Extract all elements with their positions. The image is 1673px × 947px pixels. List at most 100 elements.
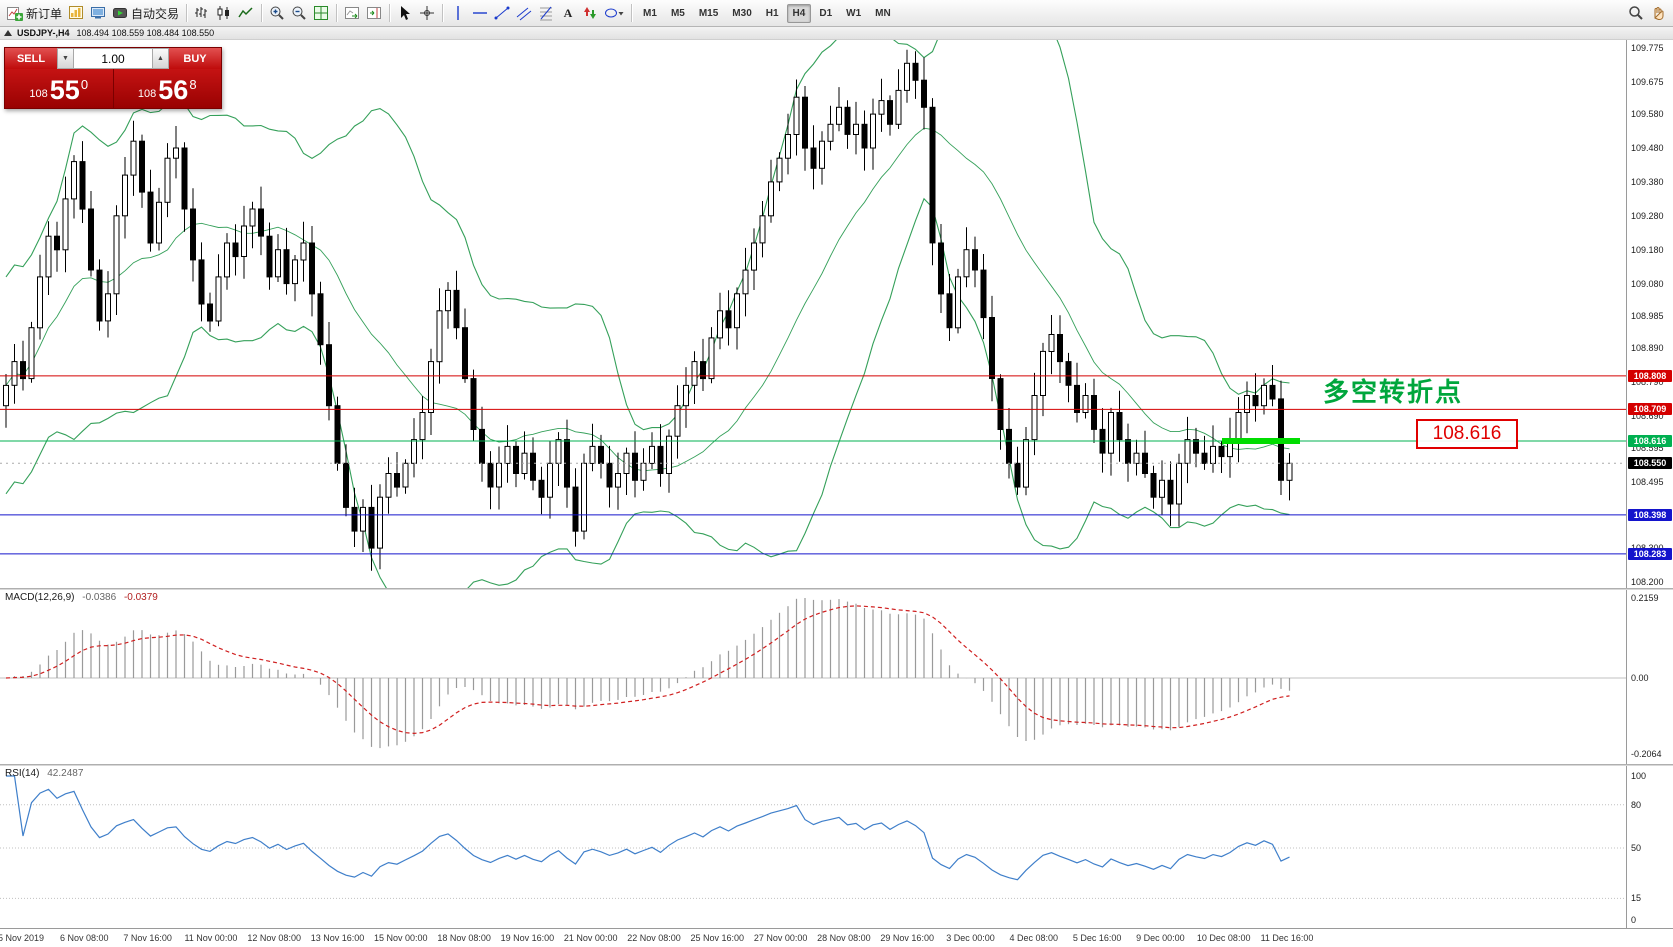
timeframe-h4-button[interactable]: H4	[786, 3, 812, 23]
level-price-badge: 108.616	[1628, 434, 1672, 447]
zoom-out-button[interactable]	[288, 2, 310, 24]
trendline-button[interactable]	[491, 2, 513, 24]
new-chart-button[interactable]	[65, 2, 87, 24]
rsi-scale-label: 50	[1631, 843, 1642, 853]
time-axis-label: 18 Nov 08:00	[437, 933, 491, 943]
macd-scale-label: 0.2159	[1631, 593, 1659, 603]
macd-main-value: -0.0386	[82, 592, 117, 603]
price-chart-pane[interactable]: SELL ▼ ▲ BUY 108 55 0 108 56 8 多空转折点 108…	[0, 40, 1626, 588]
text-label-button[interactable]: A	[557, 2, 579, 24]
rsi-scale-label: 15	[1631, 893, 1642, 904]
crosshair-button[interactable]	[416, 2, 438, 24]
line-chart-button[interactable]	[235, 2, 257, 24]
macd-scale-label: -0.2064	[1631, 749, 1662, 760]
macd-histogram	[13, 598, 1291, 749]
equidistant-channel-button[interactable]	[513, 2, 535, 24]
search-button[interactable]	[1625, 2, 1647, 24]
macd-pane[interactable]: MACD(12,26,9) -0.0386 -0.0379	[0, 590, 1626, 764]
grab-button[interactable]	[1647, 2, 1669, 24]
volume-increase-button[interactable]: ▲	[152, 48, 169, 69]
timeframe-m30-button[interactable]: M30	[732, 7, 752, 19]
auto-scroll-button[interactable]	[341, 2, 363, 24]
new-order-button[interactable]: 新订单	[4, 2, 65, 24]
rsi-scale-label: 80	[1631, 799, 1642, 810]
toolbar-separator	[442, 4, 444, 22]
current-price-badge: 108.550	[1628, 457, 1672, 470]
price-scale-label: 109.580	[1631, 109, 1664, 120]
shapes-button[interactable]	[601, 2, 627, 24]
new-order-icon	[7, 5, 23, 21]
pane-divider-macd[interactable]	[0, 588, 1673, 590]
arrow-objects-button[interactable]	[579, 2, 601, 24]
chart-title-bar: USDJPY-,H4 108.494 108.559 108.484 108.5…	[0, 27, 1673, 40]
turning-point-annotation: 多空转折点	[1323, 377, 1464, 407]
time-axis-label: 25 Nov 16:00	[690, 933, 745, 943]
price-scale-label: 109.675	[1631, 76, 1664, 87]
fibonacci-button[interactable]	[535, 2, 557, 24]
price-scale-label: 108.595	[1631, 443, 1664, 454]
macd-svg	[0, 598, 1626, 749]
collapse-chart-icon[interactable]	[4, 30, 12, 36]
text-icon: A	[560, 5, 576, 21]
time-axis-label: 3 Dec 00:00	[946, 933, 995, 943]
profiles-button[interactable]	[87, 2, 109, 24]
buy-button[interactable]: BUY	[169, 48, 221, 69]
main-toolbar: 新订单 自动交易 A M1 M5 M15 M30 H1 H4 D1 W1 MN	[0, 0, 1673, 27]
timeframe-m5-button[interactable]: M5	[670, 7, 685, 19]
timeframe-mn-button[interactable]: MN	[875, 7, 891, 19]
price-scale-label: 109.280	[1631, 210, 1664, 221]
autotrading-button[interactable]: 自动交易	[109, 2, 182, 24]
price-level-annotation: 108.616	[1416, 419, 1518, 449]
sell-price[interactable]: 108 55 0	[5, 69, 113, 108]
timeframe-d1-button[interactable]: D1	[819, 7, 833, 19]
rsi-header: RSI(14) 42.2487	[5, 768, 83, 779]
zoom-out-icon	[291, 5, 307, 21]
time-axis[interactable]: 5 Nov 2019 6 Nov 08:00 7 Nov 16:00 11 Nov 0…	[0, 928, 1673, 947]
sell-button[interactable]: SELL	[5, 48, 57, 69]
macd-scale-label: 0.00	[1631, 673, 1649, 683]
zoom-in-button[interactable]	[266, 2, 288, 24]
timeframe-m1-button[interactable]: M1	[643, 7, 657, 19]
bar-chart-button[interactable]	[191, 2, 213, 24]
horizontal-levels	[0, 375, 1626, 555]
time-axis-label: 13 Nov 16:00	[310, 933, 365, 943]
time-axis-label: 10 Dec 08:00	[1196, 933, 1251, 943]
time-axis-label: 28 Nov 08:00	[817, 933, 871, 943]
volume-decrease-button[interactable]: ▼	[57, 48, 74, 69]
time-axis-label: 29 Nov 16:00	[880, 933, 934, 943]
cursor-icon	[397, 5, 413, 21]
hline-icon	[472, 5, 488, 21]
tile-windows-icon	[313, 5, 329, 21]
time-axis-label: 21 Nov 00:00	[563, 933, 618, 943]
timeframe-m15-button[interactable]: M15	[698, 7, 719, 19]
sell-price-sup: 0	[80, 77, 89, 92]
time-axis-label: 5 Dec 16:00	[1072, 933, 1122, 943]
bollinger-bands	[5, 40, 1290, 588]
timeframe-h1-button[interactable]: H1	[765, 7, 779, 19]
new-chart-icon	[68, 5, 84, 21]
shapes-icon	[604, 5, 624, 21]
hand-icon	[1650, 5, 1666, 21]
tile-windows-button[interactable]	[310, 2, 332, 24]
bar-chart-icon	[194, 5, 210, 21]
volume-input[interactable]	[74, 48, 152, 69]
channel-icon	[516, 5, 532, 21]
rsi-pane[interactable]: RSI(14) 42.2487	[0, 766, 1626, 926]
toolbar-separator	[631, 4, 633, 22]
zoom-in-icon	[269, 5, 285, 21]
chart-shift-button[interactable]	[363, 2, 385, 24]
price-scale[interactable]: 109.775 109.675 109.580 109.480 109.380 109.2…	[1626, 40, 1673, 928]
timeframe-w1-button[interactable]: W1	[846, 7, 862, 19]
horizontal-line-button[interactable]	[469, 2, 491, 24]
sell-price-big: 55	[49, 75, 80, 105]
pane-divider-rsi[interactable]	[0, 764, 1673, 766]
candlestick-chart-button[interactable]	[213, 2, 235, 24]
profiles-icon	[90, 5, 106, 21]
price-scale-label: 109.775	[1631, 43, 1664, 53]
buy-price[interactable]: 108 56 8	[114, 69, 222, 108]
cursor-button[interactable]	[394, 2, 416, 24]
crosshair-icon	[419, 5, 435, 21]
macd-signal-line	[5, 605, 1290, 735]
vertical-line-button[interactable]	[447, 2, 469, 24]
price-scale-label: 109.180	[1631, 244, 1664, 255]
